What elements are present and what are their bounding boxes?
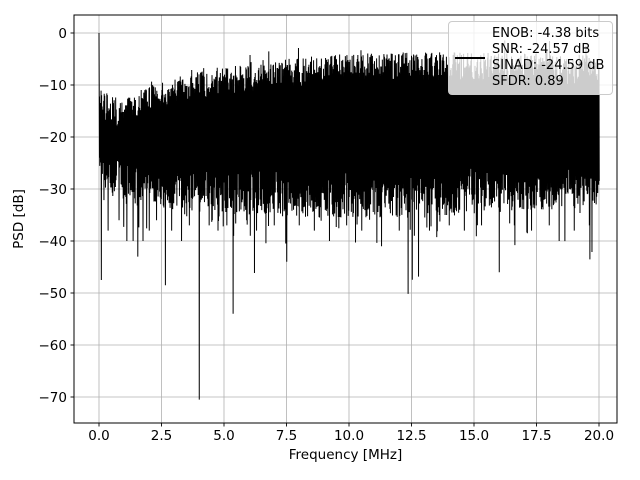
x-tick-label: 7.5 (276, 428, 297, 444)
y-tick-label: −60 (39, 338, 68, 354)
legend-entries: ENOB: -4.38 bits SNR: -24.57 dB SINAD: -… (492, 26, 604, 90)
legend-entry-enob: ENOB: -4.38 bits (492, 26, 600, 41)
legend-line-sample-icon (455, 57, 485, 59)
x-tick-label: 12.5 (396, 428, 426, 444)
x-tick-label: 0.0 (88, 428, 109, 444)
y-axis-label: PSD [dB] (11, 189, 27, 249)
legend-entry-snr: SNR: -24.57 dB (492, 42, 591, 57)
x-tick-label: 17.5 (521, 428, 551, 444)
legend-box: ENOB: -4.38 bits SNR: -24.57 dB SINAD: -… (448, 21, 613, 95)
y-tick-label: −70 (39, 390, 68, 406)
x-tick-label: 2.5 (151, 428, 172, 444)
y-tick-label: −50 (39, 286, 68, 302)
x-tick-label: 10.0 (334, 428, 364, 444)
x-tick-label: 5.0 (213, 428, 234, 444)
legend-entry-sinad: SINAD: -24.59 dB (492, 58, 605, 73)
psd-trace (98, 32, 600, 400)
x-tick-label: 15.0 (459, 428, 489, 444)
y-tick-label: −30 (39, 182, 68, 198)
y-tick-label: 0 (58, 26, 67, 42)
y-tick-label: −10 (39, 78, 68, 94)
legend-entry-sfdr: SFDR: 0.89 (492, 74, 564, 89)
x-axis-label: Frequency [MHz] (288, 447, 403, 463)
y-tick-label: −40 (39, 234, 68, 250)
plot-frame (73, 14, 618, 424)
y-tick-label: −20 (39, 130, 68, 146)
x-tick-label: 20.0 (584, 428, 614, 444)
